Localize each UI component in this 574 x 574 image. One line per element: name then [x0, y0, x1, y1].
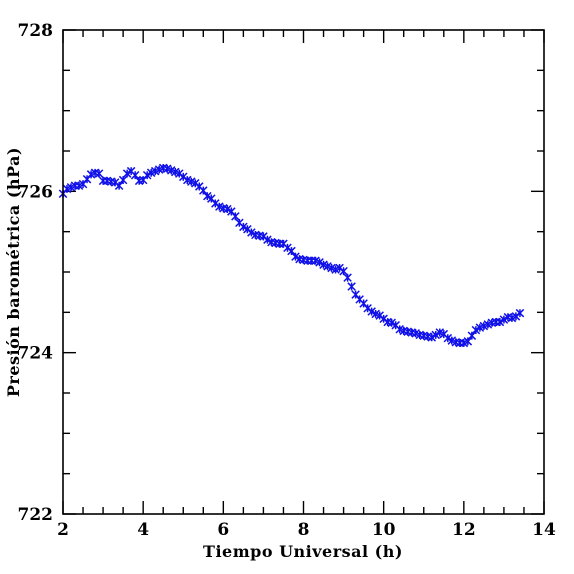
x-tick-label: 4 — [137, 520, 149, 540]
data-point — [187, 177, 196, 186]
data-point — [223, 204, 232, 214]
x-tick-label: 8 — [298, 520, 310, 540]
data-point — [371, 309, 380, 319]
data-point — [215, 202, 224, 211]
data-point — [182, 175, 192, 185]
data-point — [483, 320, 493, 329]
axis-ticks — [62, 29, 545, 515]
data-point — [435, 328, 445, 337]
data-point — [130, 170, 140, 180]
x-tick-label: 14 — [532, 520, 556, 540]
data-point — [311, 256, 320, 265]
x-tick-label: 6 — [217, 520, 229, 540]
data-point — [327, 263, 336, 273]
tick-labels: 2 4 6 8 10 12 14 722 724 726 728 — [18, 21, 556, 540]
data-point — [62, 184, 72, 194]
data-point — [122, 169, 132, 178]
data-point — [199, 186, 208, 195]
data-point — [447, 336, 457, 345]
data-point — [86, 170, 96, 179]
data-point — [463, 337, 473, 346]
data-point — [231, 212, 240, 221]
data-points — [58, 163, 525, 348]
y-tick-label: 728 — [18, 21, 54, 41]
y-tick-label: 724 — [18, 344, 54, 364]
data-point — [315, 258, 324, 267]
data-point — [367, 307, 376, 316]
data-point — [471, 325, 481, 335]
data-point — [323, 262, 332, 271]
data-point — [162, 164, 172, 174]
data-point — [287, 246, 296, 256]
data-point — [118, 175, 128, 185]
y-tick-label: 722 — [18, 505, 54, 525]
data-point — [387, 318, 396, 328]
data-point — [431, 330, 441, 340]
data-point — [495, 317, 505, 327]
data-point — [331, 265, 340, 274]
data-point — [142, 170, 152, 180]
data-point — [443, 333, 453, 343]
data-point — [339, 266, 348, 276]
data-point — [319, 260, 328, 270]
data-point — [66, 183, 76, 192]
data-point — [347, 282, 356, 291]
data-point — [467, 331, 477, 340]
data-point — [499, 315, 509, 324]
data-point — [247, 228, 256, 237]
x-tick-label: 2 — [57, 520, 69, 540]
x-axis-title: Tiempo Universal (h) — [203, 542, 403, 561]
data-point — [475, 323, 485, 332]
y-tick-label: 726 — [18, 182, 54, 202]
data-point — [170, 167, 180, 177]
data-point — [94, 169, 104, 178]
x-tick-label: 10 — [372, 520, 396, 540]
data-point — [395, 325, 404, 334]
data-point — [343, 273, 352, 282]
data-point — [459, 338, 469, 348]
data-point — [411, 329, 420, 338]
data-point — [203, 191, 212, 201]
x-tick-label: 12 — [452, 520, 476, 540]
data-point — [291, 252, 300, 261]
data-point — [507, 313, 517, 323]
data-point — [146, 168, 156, 178]
data-point — [74, 181, 84, 190]
data-point — [263, 235, 272, 244]
data-point — [166, 166, 176, 175]
data-point — [150, 166, 160, 176]
data-point — [239, 222, 248, 232]
y-axis-title: Presión barométrica (hPa) — [4, 147, 23, 397]
data-point — [114, 181, 124, 190]
data-point — [427, 333, 437, 342]
plot-frame — [62, 29, 545, 515]
data-point — [515, 308, 525, 318]
data-point — [479, 321, 489, 331]
data-point — [154, 165, 164, 174]
